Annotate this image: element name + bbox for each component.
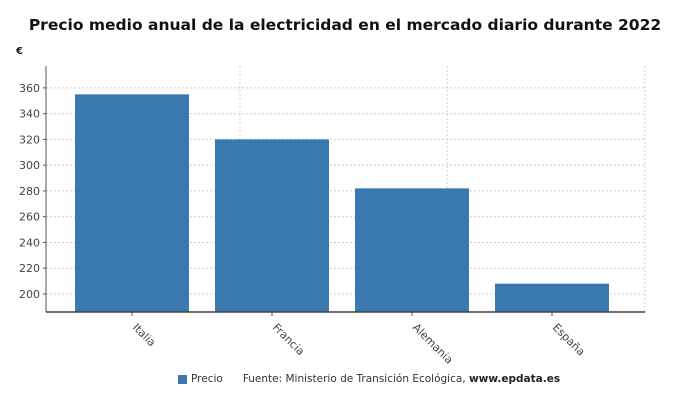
source-note: Fuente: Ministerio de Transición Ecológi… (242, 373, 561, 385)
bar-alemania (355, 188, 469, 312)
y-tick-label: 320 (19, 133, 40, 146)
y-tick-label: 240 (19, 236, 40, 249)
y-tick-label: 340 (19, 108, 40, 121)
y-axis-unit: € (16, 46, 23, 57)
x-tick-label: Alemania (410, 321, 456, 367)
y-tick-label: 220 (19, 262, 40, 275)
bar-chart: 200 220 240 260 280 300 320 340 360 Italia Francia… (19, 66, 646, 367)
chart-title: Precio medio anual de la electricidad en… (28, 16, 662, 34)
x-tick-label: España (550, 321, 588, 359)
y-tick-label: 280 (19, 185, 40, 198)
y-tick-label: 300 (19, 159, 40, 172)
x-tick-label: Italia (130, 321, 158, 349)
y-tick-label: 200 (19, 288, 40, 301)
bar-españa (495, 283, 609, 312)
x-tick-label: Francia (270, 321, 307, 358)
legend-swatch (178, 374, 187, 384)
legend-label: Precio (191, 373, 223, 385)
y-tick-label: 260 (19, 211, 40, 224)
bar-italia (75, 94, 189, 312)
source-link[interactable]: www.epdata.es (468, 373, 561, 385)
y-tick-label: 360 (19, 82, 40, 95)
bar-francia (215, 139, 329, 312)
legend: Precio Fuente: Ministerio de Transición … (178, 373, 560, 385)
